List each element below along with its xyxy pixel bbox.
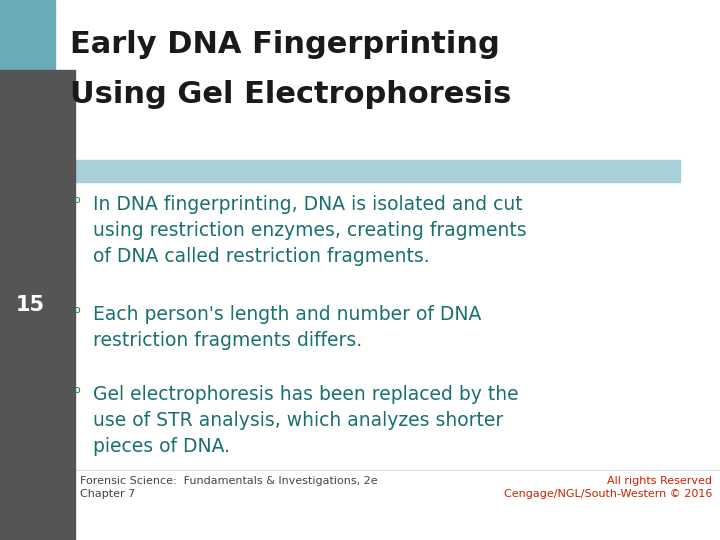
Text: In DNA fingerprinting, DNA is isolated and cut
using restriction enzymes, creati: In DNA fingerprinting, DNA is isolated a… bbox=[93, 195, 526, 266]
Bar bbox=[0, 70, 75, 540]
Bar bbox=[55, 160, 680, 182]
Bar bbox=[0, 0, 55, 540]
Text: Using Gel Electrophoresis: Using Gel Electrophoresis bbox=[70, 80, 511, 109]
Text: Gel electrophoresis has been replaced by the
use of STR analysis, which analyzes: Gel electrophoresis has been replaced by… bbox=[93, 385, 518, 456]
Text: Forensic Science:  Fundamentals & Investigations, 2e
Chapter 7: Forensic Science: Fundamentals & Investi… bbox=[80, 476, 377, 499]
Text: Each person's length and number of DNA
restriction fragments differs.: Each person's length and number of DNA r… bbox=[93, 305, 482, 350]
Text: o: o bbox=[73, 385, 80, 395]
Text: o: o bbox=[73, 305, 80, 315]
Text: Early DNA Fingerprinting: Early DNA Fingerprinting bbox=[70, 30, 500, 59]
Text: o: o bbox=[73, 195, 80, 205]
Text: 15: 15 bbox=[16, 295, 45, 315]
Text: All rights Reserved
Cengage/NGL/South-Western © 2016: All rights Reserved Cengage/NGL/South-We… bbox=[503, 476, 712, 499]
Ellipse shape bbox=[0, 154, 71, 187]
